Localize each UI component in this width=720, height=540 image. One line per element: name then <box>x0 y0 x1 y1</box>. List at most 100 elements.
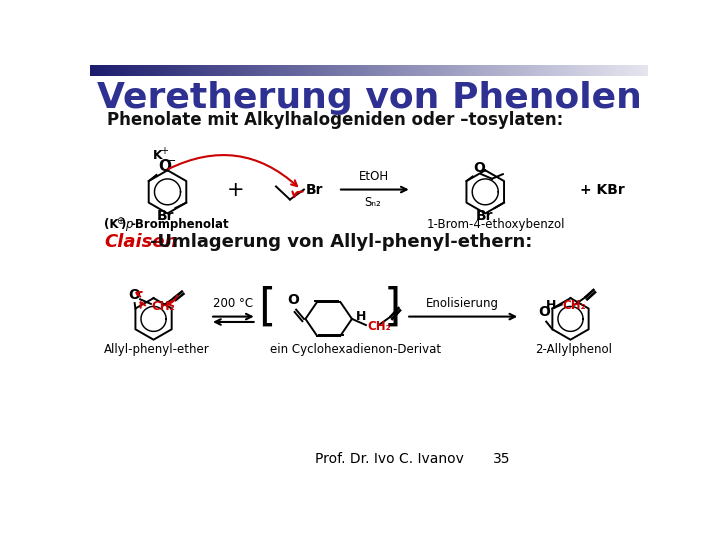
Bar <box>518 65 521 76</box>
Text: EtOH: EtOH <box>359 170 390 183</box>
Bar <box>107 65 109 76</box>
Bar <box>315 65 318 76</box>
Text: O: O <box>539 305 551 319</box>
Bar <box>168 65 171 76</box>
Bar <box>622 65 624 76</box>
Bar <box>590 65 593 76</box>
Bar <box>549 65 552 76</box>
Bar <box>294 65 297 76</box>
Bar <box>145 65 148 76</box>
Bar <box>373 65 375 76</box>
Text: 1-Brom-4-ethoxybenzol: 1-Brom-4-ethoxybenzol <box>427 218 566 231</box>
Bar <box>512 65 515 76</box>
Bar <box>243 65 245 76</box>
Bar <box>415 65 418 76</box>
Bar <box>510 65 513 76</box>
Bar <box>189 65 192 76</box>
Bar <box>434 65 437 76</box>
Bar <box>568 65 571 76</box>
Text: Br: Br <box>305 183 323 197</box>
Bar <box>607 65 610 76</box>
Bar <box>284 65 286 76</box>
Bar <box>637 65 639 76</box>
Bar <box>559 65 562 76</box>
Bar <box>328 65 330 76</box>
Bar <box>485 65 487 76</box>
Bar <box>585 65 588 76</box>
Bar <box>534 65 537 76</box>
Bar <box>596 65 598 76</box>
Bar <box>336 65 338 76</box>
Text: −: − <box>166 157 176 166</box>
Bar <box>110 65 113 76</box>
Bar <box>371 65 374 76</box>
Bar <box>507 65 509 76</box>
Bar <box>365 65 368 76</box>
Bar <box>523 65 526 76</box>
Bar <box>639 65 642 76</box>
Bar <box>501 65 504 76</box>
Bar <box>628 65 630 76</box>
Bar <box>159 65 161 76</box>
Bar <box>633 65 636 76</box>
Bar <box>250 65 253 76</box>
Bar <box>527 65 530 76</box>
Text: +: + <box>160 146 168 157</box>
Text: Phenolate mit Alkylhalogeniden oder –tosylaten:: Phenolate mit Alkylhalogeniden oder –tos… <box>107 111 563 129</box>
Bar <box>282 65 284 76</box>
Bar <box>466 65 468 76</box>
Bar <box>635 65 638 76</box>
Bar <box>360 65 362 76</box>
Bar <box>390 65 392 76</box>
Bar <box>499 65 502 76</box>
Bar <box>239 65 241 76</box>
Bar <box>642 65 645 76</box>
Bar <box>514 65 517 76</box>
Bar <box>472 65 474 76</box>
Bar <box>539 65 541 76</box>
Bar <box>601 65 604 76</box>
Bar <box>144 65 147 76</box>
Bar <box>432 65 435 76</box>
Bar <box>306 65 308 76</box>
Bar <box>412 65 415 76</box>
Bar <box>393 65 396 76</box>
Bar <box>397 65 400 76</box>
Bar <box>475 65 477 76</box>
Bar <box>374 65 377 76</box>
Bar <box>293 65 295 76</box>
Bar <box>646 65 649 76</box>
Bar <box>508 65 511 76</box>
Bar <box>464 65 467 76</box>
Bar <box>280 65 282 76</box>
Bar <box>348 65 351 76</box>
Bar <box>603 65 606 76</box>
Bar <box>124 65 126 76</box>
Bar <box>226 65 228 76</box>
Bar <box>361 65 364 76</box>
Text: Prof. Dr. Ivo C. Ivanov: Prof. Dr. Ivo C. Ivanov <box>315 452 464 466</box>
Bar <box>431 65 433 76</box>
Bar <box>441 65 444 76</box>
Bar <box>166 65 169 76</box>
Bar <box>118 65 120 76</box>
Bar <box>230 65 232 76</box>
Bar <box>90 65 93 76</box>
Bar <box>631 65 634 76</box>
Bar <box>298 65 301 76</box>
Bar <box>536 65 539 76</box>
Bar <box>150 65 152 76</box>
Bar <box>263 65 266 76</box>
Bar <box>620 65 623 76</box>
Bar <box>271 65 273 76</box>
Bar <box>142 65 145 76</box>
Text: [: [ <box>258 286 275 329</box>
Bar <box>378 65 381 76</box>
Text: -Bromphenolat: -Bromphenolat <box>130 218 229 231</box>
Bar <box>526 65 528 76</box>
Text: ]: ] <box>384 286 401 329</box>
Bar <box>438 65 441 76</box>
Bar <box>557 65 559 76</box>
Bar <box>163 65 165 76</box>
Bar <box>285 65 288 76</box>
